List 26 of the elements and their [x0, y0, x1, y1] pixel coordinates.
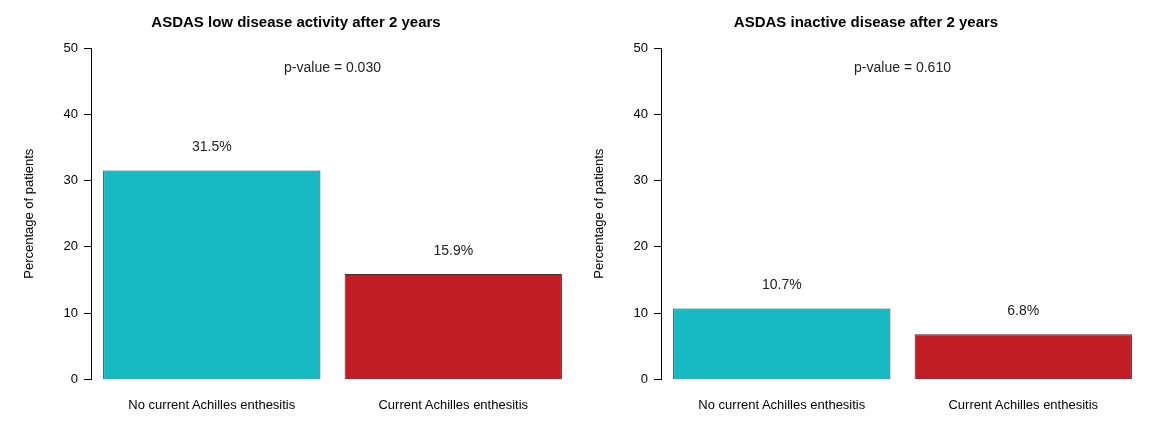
annotation: p-value = 0.030 [284, 58, 382, 75]
y-tick-label: 0 [70, 370, 79, 386]
y-tick-label: 30 [633, 172, 649, 188]
y-tick-label: 20 [63, 238, 79, 254]
data-label: 15.9% [433, 241, 474, 258]
y-tick-label: 40 [63, 105, 79, 121]
y-axis-title: Percentage of patients [591, 148, 607, 279]
y-tick-label: 30 [63, 172, 79, 188]
data-label: 6.8% [1007, 302, 1040, 319]
chart-title: ASDAS inactive disease after 2 years [733, 13, 999, 31]
y-tick-label: 50 [633, 39, 649, 55]
y-tick-label: 10 [633, 304, 649, 320]
x-tick-label: Current Achilles enthesitis [378, 396, 529, 412]
chart-title: ASDAS low disease activity after 2 years [151, 13, 441, 31]
x-tick-label: No current Achilles enthesitis [128, 396, 296, 412]
annotation: p-value = 0.610 [854, 58, 952, 75]
y-tick-label: 40 [633, 105, 649, 121]
y-axis-title: Percentage of patients [21, 148, 37, 279]
x-tick-label: Current Achilles enthesitis [948, 396, 1099, 412]
y-tick-label: 10 [63, 304, 79, 320]
data-label: 10.7% [761, 276, 802, 293]
x-tick-label: No current Achilles enthesitis [698, 396, 866, 412]
y-tick-label: 0 [640, 370, 649, 386]
data-label: 31.5% [191, 138, 232, 155]
y-tick-label: 50 [63, 39, 79, 55]
y-tick-label: 20 [633, 238, 649, 254]
